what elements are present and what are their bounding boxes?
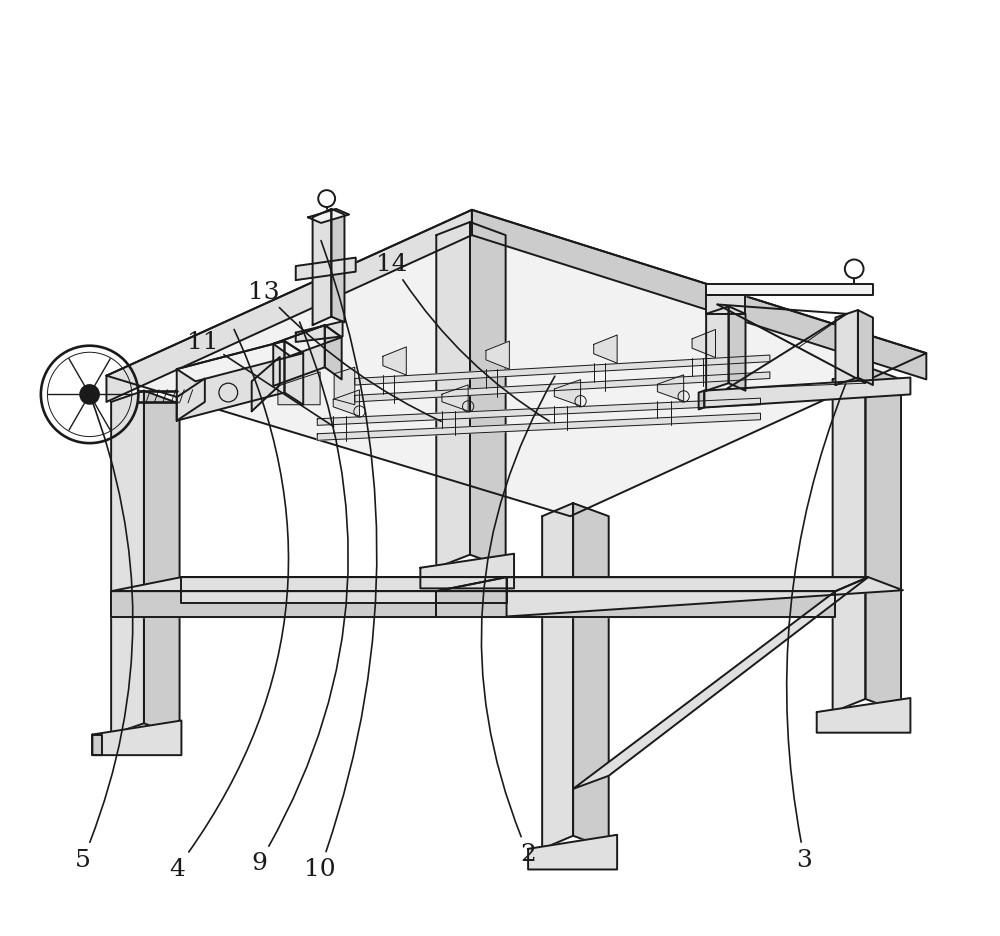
Text: 5: 5 (75, 398, 133, 870)
Text: 3: 3 (787, 385, 846, 870)
Polygon shape (177, 379, 205, 421)
Polygon shape (542, 504, 573, 849)
Polygon shape (296, 258, 356, 281)
Polygon shape (355, 356, 770, 386)
Polygon shape (858, 311, 873, 386)
Polygon shape (284, 342, 303, 405)
Polygon shape (308, 210, 349, 224)
Polygon shape (706, 296, 745, 314)
Polygon shape (442, 386, 468, 412)
Polygon shape (706, 285, 873, 296)
Polygon shape (317, 414, 760, 441)
Polygon shape (573, 578, 868, 789)
Text: 11: 11 (187, 330, 334, 427)
Polygon shape (273, 326, 325, 387)
Text: 2: 2 (481, 377, 555, 865)
Text: 13: 13 (248, 281, 441, 422)
Polygon shape (692, 330, 716, 358)
Text: 4: 4 (169, 330, 289, 880)
Polygon shape (528, 835, 617, 870)
Polygon shape (865, 367, 901, 712)
Polygon shape (436, 578, 868, 592)
Polygon shape (181, 578, 507, 604)
Polygon shape (106, 211, 926, 517)
Polygon shape (92, 735, 102, 755)
Polygon shape (177, 342, 303, 382)
Polygon shape (729, 307, 745, 391)
Text: 14: 14 (376, 253, 549, 421)
Circle shape (80, 386, 99, 404)
Polygon shape (92, 721, 181, 755)
Polygon shape (472, 211, 926, 380)
Polygon shape (704, 378, 910, 408)
Polygon shape (111, 592, 436, 618)
Polygon shape (111, 391, 144, 735)
Polygon shape (334, 368, 355, 405)
Polygon shape (436, 223, 470, 568)
Polygon shape (699, 391, 704, 410)
Polygon shape (833, 367, 865, 712)
Polygon shape (317, 399, 760, 426)
Text: 10: 10 (304, 241, 377, 880)
Polygon shape (325, 326, 342, 380)
Polygon shape (177, 342, 284, 421)
Polygon shape (278, 373, 320, 405)
Polygon shape (507, 578, 903, 617)
Polygon shape (313, 210, 331, 326)
Polygon shape (436, 592, 835, 618)
Polygon shape (273, 326, 342, 357)
Polygon shape (333, 390, 359, 417)
Polygon shape (111, 578, 507, 592)
Polygon shape (470, 223, 506, 568)
Polygon shape (144, 391, 180, 737)
Polygon shape (296, 322, 343, 343)
Polygon shape (486, 342, 509, 370)
Polygon shape (835, 311, 858, 386)
Polygon shape (594, 336, 617, 364)
Text: 9: 9 (251, 323, 348, 874)
Polygon shape (554, 380, 581, 406)
Polygon shape (331, 210, 344, 323)
Polygon shape (706, 307, 729, 391)
Polygon shape (817, 698, 910, 733)
Polygon shape (252, 358, 280, 412)
Polygon shape (420, 554, 514, 589)
Polygon shape (355, 373, 770, 402)
Polygon shape (106, 211, 472, 402)
Polygon shape (657, 375, 684, 402)
Polygon shape (573, 504, 609, 849)
Polygon shape (383, 347, 406, 375)
